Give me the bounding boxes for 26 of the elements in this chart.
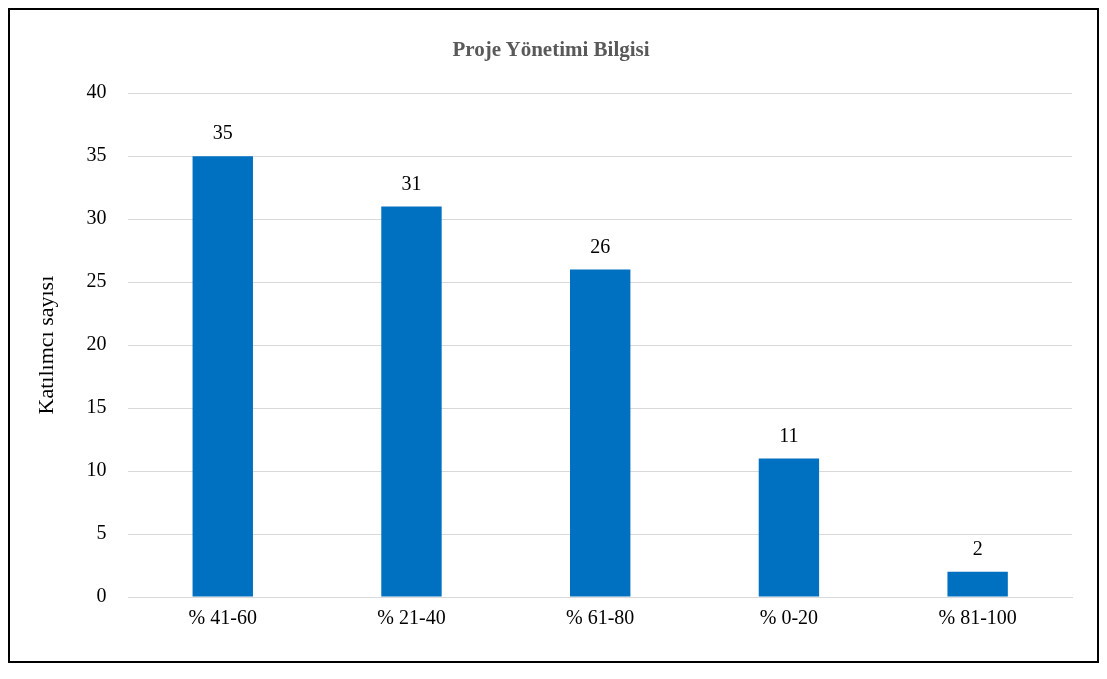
y-axis-title: Katılımcı sayısı bbox=[32, 275, 58, 415]
y-tick-label: 10 bbox=[86, 458, 107, 481]
data-label: 35 bbox=[212, 121, 233, 144]
data-label: 11 bbox=[779, 423, 799, 446]
y-tick-label: 15 bbox=[86, 395, 107, 418]
y-tick-label: 30 bbox=[86, 206, 107, 229]
x-tick-label: % 81-100 bbox=[938, 606, 1017, 629]
bar bbox=[947, 571, 1008, 597]
data-label: 31 bbox=[401, 171, 422, 194]
y-tick-label: 20 bbox=[86, 332, 107, 355]
y-tick-label: 0 bbox=[96, 584, 107, 607]
bar bbox=[570, 269, 631, 597]
x-tick-label: % 41-60 bbox=[188, 606, 257, 629]
x-tick-label: % 0-20 bbox=[759, 606, 819, 629]
y-tick-label: 5 bbox=[96, 521, 107, 544]
data-label: 26 bbox=[590, 234, 611, 257]
bar bbox=[192, 156, 253, 597]
chart-title: Proje Yönetimi Bilgisi bbox=[452, 37, 650, 62]
data-label: 2 bbox=[972, 537, 983, 560]
bar bbox=[758, 458, 820, 597]
bar bbox=[381, 206, 442, 597]
y-tick-label: 35 bbox=[86, 143, 107, 166]
y-tick-label: 40 bbox=[86, 80, 107, 103]
x-tick-label: % 61-80 bbox=[566, 606, 635, 629]
x-tick-label: % 21-40 bbox=[377, 606, 446, 629]
y-tick-label: 25 bbox=[86, 269, 107, 292]
